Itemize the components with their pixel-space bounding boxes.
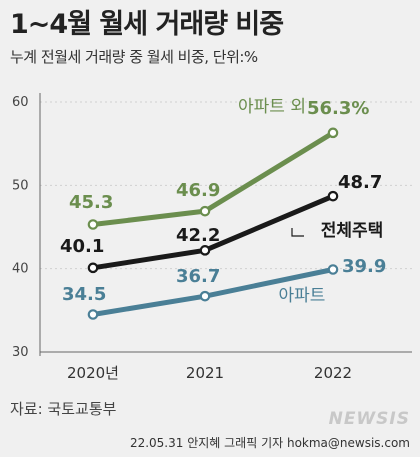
- y-tick-label: 30: [12, 345, 29, 360]
- source-note: 자료: 국토교통부: [10, 400, 117, 418]
- data-label: 36.7: [176, 266, 220, 287]
- x-tick-label: 2022: [314, 364, 352, 382]
- newsis-logo: NEWSIS: [329, 409, 410, 429]
- series-label-apartment: 아파트: [279, 286, 326, 306]
- data-point: [199, 290, 211, 302]
- series-label-leader: [291, 228, 304, 237]
- y-tick-label: 40: [12, 262, 29, 277]
- data-point: [87, 262, 99, 274]
- x-tick-label: 2020년: [67, 364, 119, 382]
- series-points: [87, 127, 339, 320]
- data-label: 42.2: [176, 225, 220, 246]
- x-tick-label: 2021: [186, 364, 224, 382]
- y-axis-ticks: 30 40 50 60: [12, 95, 29, 360]
- data-label: 48.7: [338, 172, 382, 193]
- data-point: [327, 264, 339, 275]
- data-label: 34.5: [62, 284, 106, 305]
- series-label-all-housing: 전체주택: [321, 221, 384, 241]
- data-point: [327, 127, 339, 139]
- data-labels: 45.3 46.9 56.3% 40.1 42.2 48.7 34.5 36.7 39.9: [60, 98, 386, 305]
- chart-subtitle: 누계 전월세 거래량 중 월세 비중, 단위:%: [10, 48, 258, 66]
- data-label: 56.3%: [307, 98, 369, 119]
- data-label: 46.9: [176, 180, 220, 201]
- data-point: [327, 190, 339, 202]
- y-tick-label: 60: [12, 95, 29, 110]
- y-tick-label: 50: [12, 178, 29, 193]
- data-point: [199, 245, 211, 256]
- data-label: 39.9: [342, 256, 386, 277]
- credit-line: 22.05.31 안지혜 그래픽 기자 hokma@newsis.com: [130, 436, 410, 450]
- x-axis-ticks: 2020년 2021 2022: [67, 364, 352, 382]
- data-point: [87, 309, 99, 320]
- chart-title: 1~4월 월세 거래량 비중: [10, 9, 283, 40]
- data-label: 45.3: [69, 192, 113, 213]
- series-label-apartment-excluded: 아파트 외: [238, 97, 306, 117]
- data-label: 40.1: [60, 236, 104, 257]
- data-point: [199, 205, 211, 217]
- data-point: [87, 219, 99, 230]
